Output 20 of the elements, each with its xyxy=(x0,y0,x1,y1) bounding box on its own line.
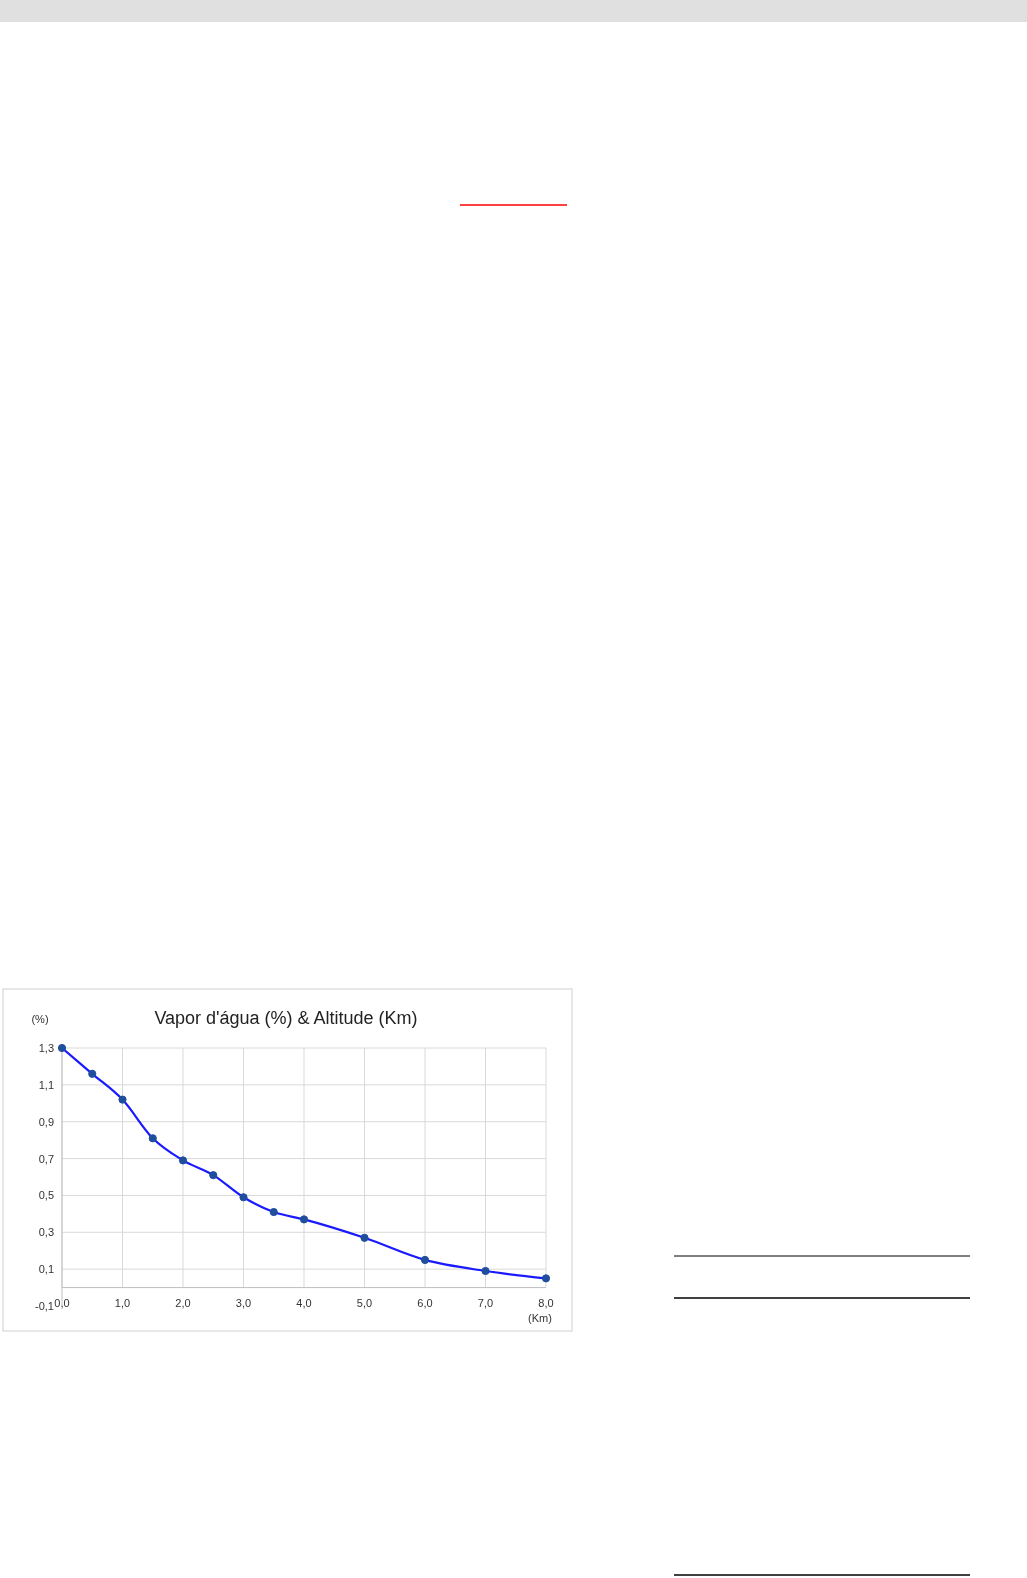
y-tick-label: 0,5 xyxy=(38,1189,54,1202)
y-axis-title: (%) xyxy=(31,1013,49,1025)
x-tick-label: 7,0 xyxy=(477,1296,494,1309)
chart-title: Vapor d'água (%) & Altitude (Km) xyxy=(154,1008,418,1028)
x-tick-label: 0,0 xyxy=(54,1296,70,1309)
x-tick-label: 5,0 xyxy=(356,1296,373,1309)
y-tick-label: 1,3 xyxy=(38,1042,54,1054)
y-tick-label: 0,7 xyxy=(38,1152,54,1165)
x-tick-label: 3,0 xyxy=(235,1296,252,1309)
y-tick-label: 0,9 xyxy=(38,1115,54,1128)
x-tick-label: 8,0 xyxy=(538,1296,554,1309)
y-tick-label: 1,1 xyxy=(38,1078,54,1091)
y-tick-label: -0,1 xyxy=(35,1300,54,1312)
y-tick-label: 0,1 xyxy=(38,1263,54,1276)
x-tick-label: 2,0 xyxy=(175,1296,191,1309)
x-axis-title: (Km) xyxy=(528,1312,552,1324)
x-tick-label: 4,0 xyxy=(296,1296,312,1309)
y-tick-label: 0,3 xyxy=(38,1226,54,1239)
x-tick-label: 6,0 xyxy=(417,1296,433,1309)
x-tick-label: 1,0 xyxy=(114,1296,131,1309)
